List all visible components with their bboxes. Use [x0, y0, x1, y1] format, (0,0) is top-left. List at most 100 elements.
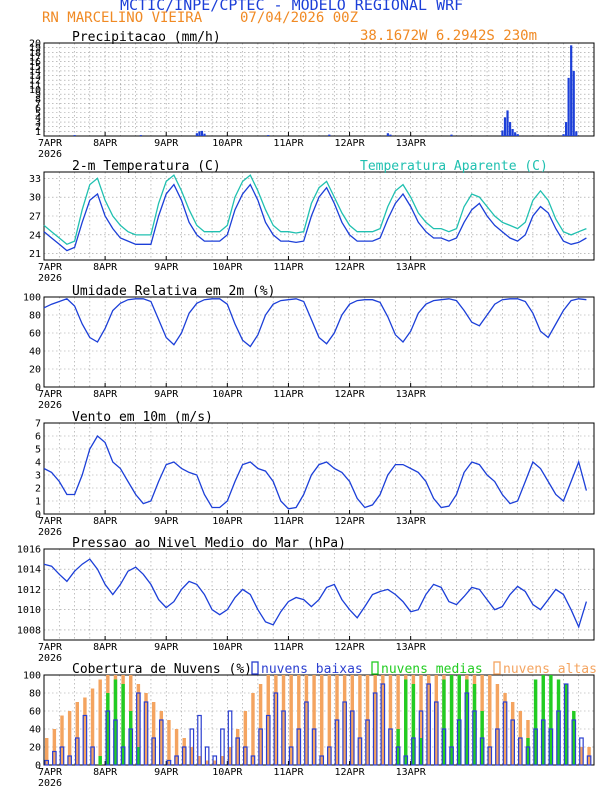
y-tick-label: 1012 — [17, 585, 41, 596]
cloud-bar-low — [502, 701, 508, 766]
cloud-bar-low — [319, 755, 325, 766]
cloud-bar-mid — [472, 684, 477, 765]
cloud-bar-low — [487, 746, 493, 766]
cloud-bar-low — [403, 755, 409, 766]
y-tick-label: 21 — [29, 249, 41, 260]
coordinates-label: 38.1672W 6.2942S 230m — [360, 28, 538, 44]
series-line-1 — [43, 558, 588, 629]
cloud-bar-high — [182, 738, 186, 765]
legend-swatch — [371, 661, 379, 675]
precip-bar — [516, 134, 519, 136]
y-tick-label: 2 — [35, 122, 41, 133]
y-tick-label: 6 — [35, 432, 41, 443]
panel-title: Vento em 10m (m/s) — [72, 410, 213, 425]
precip-bar — [386, 133, 389, 136]
y-tick-label: 16 — [29, 57, 41, 68]
y-tick-label: 40 — [29, 725, 41, 736]
precip-bar — [503, 117, 507, 136]
cloud-bar-high — [144, 693, 148, 765]
cloud-bar-low — [510, 719, 516, 766]
cloud-bar-low — [395, 746, 401, 766]
cloud-bar-high — [304, 675, 309, 765]
x-tick-label: 11APR — [273, 642, 304, 653]
cloud-bar-high — [396, 675, 400, 765]
y-tick-label: 27 — [29, 212, 41, 223]
cloud-bar-high — [174, 729, 179, 765]
cloud-bar-low — [495, 728, 500, 766]
precip-bar — [570, 45, 573, 137]
cloud-bar-low — [464, 692, 470, 766]
x-tick-label: 2026 — [38, 527, 62, 538]
cloud-bar-mid — [411, 684, 416, 765]
cloud-bar-high — [83, 697, 87, 765]
x-tick-label: 12APR — [335, 767, 366, 778]
y-tick-label: 5 — [35, 108, 41, 119]
y-tick-label: 1014 — [17, 565, 41, 576]
precip-bar — [200, 130, 204, 136]
legend-label: nuvens baixas — [261, 662, 363, 677]
cloud-bar-high — [503, 693, 507, 765]
x-tick-label: 11APR — [273, 389, 304, 400]
x-tick-label: 10APR — [212, 516, 243, 527]
precip-bar — [508, 122, 512, 136]
panel-title: 2-m Temperatura (C) — [72, 159, 221, 174]
cloud-bar-low — [67, 755, 72, 766]
y-tick-label: 20 — [29, 743, 41, 754]
y-tick-label: 14 — [29, 66, 41, 77]
cloud-bar-low — [220, 728, 225, 766]
x-tick-label: 12APR — [335, 389, 366, 400]
y-tick-label: 1008 — [17, 625, 41, 636]
cloud-bar-mid — [564, 684, 568, 765]
cloud-bar-mid — [106, 693, 110, 765]
cloud-bar-low — [158, 719, 164, 766]
cloud-bar-low — [281, 710, 286, 766]
x-tick-label: 2026 — [38, 273, 62, 284]
precip-bar — [328, 134, 331, 136]
y-tick-label: 100 — [23, 293, 41, 304]
y-tick-label: 19 — [29, 43, 41, 54]
y-tick-label: 0 — [35, 761, 41, 772]
cloud-bar-low — [533, 728, 538, 766]
panel-title: Umidade Relativa em 2m (%) — [72, 284, 276, 299]
y-tick-label: 24 — [29, 230, 41, 241]
cloud-bar-low — [518, 737, 523, 766]
x-tick-label: 7APR — [38, 138, 63, 149]
cloud-bar-high — [419, 675, 423, 765]
cloud-bar-low — [90, 746, 95, 766]
y-tick-label: 0 — [35, 510, 41, 521]
cloud-bar-low — [197, 714, 202, 766]
cloud-bar-low — [181, 746, 187, 766]
cloud-bar-low — [372, 692, 378, 766]
cloud-bar-low — [342, 701, 347, 766]
cloud-bar-high — [297, 675, 301, 765]
cloud-bar-low — [365, 719, 370, 766]
y-tick-label: 7 — [35, 419, 41, 430]
cloud-bar-low — [105, 710, 111, 766]
x-tick-label: 7APR — [38, 516, 63, 527]
cloud-bar-high — [510, 702, 515, 765]
x-tick-label: 7APR — [38, 767, 63, 778]
precip-bar — [506, 110, 509, 136]
x-tick-label: 8APR — [93, 767, 118, 778]
y-tick-label: 13 — [29, 71, 41, 82]
cloud-bar-low — [349, 710, 355, 766]
cloud-bar-high — [45, 738, 49, 765]
cloud-bar-low — [166, 759, 172, 766]
y-tick-label: 17 — [29, 52, 41, 63]
y-tick-label: 100 — [23, 671, 41, 682]
y-tick-label: 60 — [29, 707, 41, 718]
cloud-bar-high — [90, 688, 95, 765]
cloud-bar-low — [250, 755, 256, 766]
cloud-bar-low — [334, 719, 340, 766]
cloud-bar-mid — [404, 679, 408, 765]
y-tick-label: 5 — [35, 445, 41, 456]
x-tick-label: 12APR — [335, 642, 366, 653]
cloud-bar-mid — [572, 711, 576, 765]
cloud-bar-mid — [98, 756, 102, 765]
cloud-bar-low — [44, 759, 50, 766]
cloud-bar-mid — [556, 679, 561, 765]
cloud-bar-low — [327, 746, 332, 766]
cloud-bar-low — [411, 737, 416, 766]
x-tick-label: 9APR — [154, 138, 179, 149]
precip-bar — [511, 129, 514, 136]
